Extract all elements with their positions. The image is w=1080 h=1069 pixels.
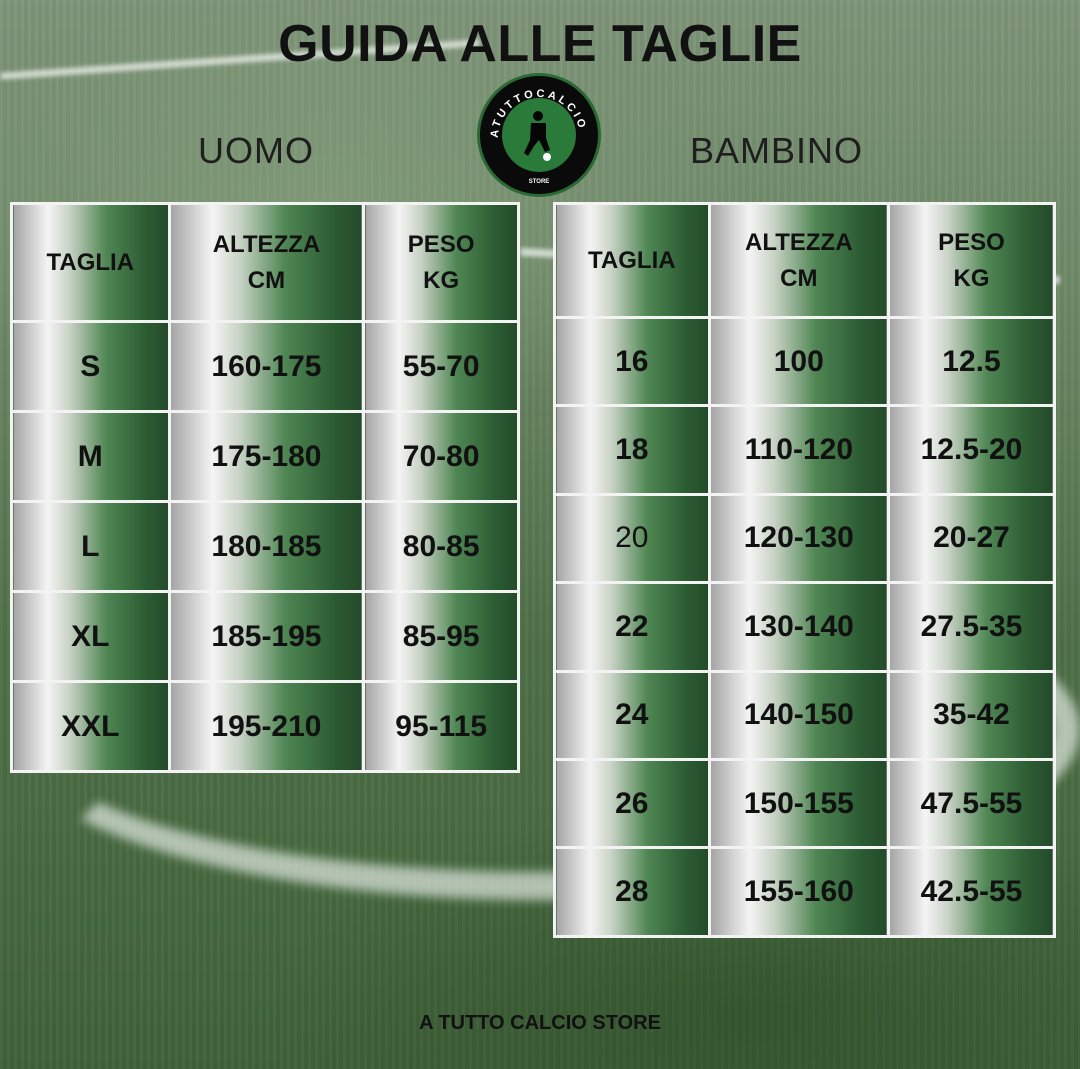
table-row: 16 100 12.5 <box>553 315 1057 408</box>
height-cell: 140-150 <box>707 669 890 761</box>
header-row: TAGLIA ALTEZZA CM PESO KG <box>553 202 1057 319</box>
height-cell: 175-180 <box>167 410 366 503</box>
table-row: XXL 195-210 95-115 <box>10 680 520 773</box>
weight-cell: 70-80 <box>362 410 520 503</box>
size-cell: 28 <box>553 846 711 938</box>
table-row: XL 185-195 85-95 <box>10 590 520 683</box>
height-cell: 120-130 <box>707 492 890 585</box>
header-text: PESO <box>938 228 1005 256</box>
bambino-label: BAMBINO <box>690 130 864 171</box>
header-text: TAGLIA <box>588 246 676 274</box>
table-row: 28 155-160 42.5-55 <box>553 846 1057 938</box>
weight-cell: 27.5-35 <box>886 581 1057 673</box>
weight-header: PESO KG <box>362 202 520 323</box>
table-row: 18 110-120 12.5-20 <box>553 404 1057 496</box>
size-header: TAGLIA <box>553 202 711 319</box>
size-cell: 16 <box>553 315 711 408</box>
table-row: L 180-185 80-85 <box>10 500 520 593</box>
weight-cell: 12.5 <box>886 315 1057 408</box>
header-text: CM <box>780 264 818 292</box>
header-text: CM <box>247 266 286 294</box>
size-cell: 20 <box>553 492 711 585</box>
height-header: ALTEZZA CM <box>167 202 366 323</box>
header-text: KG <box>953 264 990 292</box>
height-cell: 180-185 <box>167 500 366 593</box>
height-cell: 185-195 <box>167 590 366 683</box>
weight-cell: 85-95 <box>362 590 520 683</box>
weight-cell: 47.5-55 <box>886 757 1057 850</box>
weight-cell: 95-115 <box>362 680 520 773</box>
weight-header: PESO KG <box>886 202 1057 319</box>
height-cell: 110-120 <box>707 404 890 496</box>
table-row: 20 120-130 20-27 <box>553 492 1057 585</box>
height-cell: 155-160 <box>707 846 890 938</box>
size-cell: 18 <box>553 404 711 496</box>
size-cell: 24 <box>553 669 711 761</box>
header-row: TAGLIA ALTEZZA CM PESO KG <box>10 202 520 323</box>
table-row: 22 130-140 27.5-35 <box>553 581 1057 673</box>
height-header: ALTEZZA CM <box>707 202 890 319</box>
table-row: 26 150-155 47.5-55 <box>553 757 1057 850</box>
ball-icon <box>543 153 551 161</box>
weight-cell: 20-27 <box>886 492 1057 585</box>
table-row: M 175-180 70-80 <box>10 410 520 503</box>
page-title: GUIDA ALLE TAGLIE <box>278 15 802 73</box>
height-cell: 195-210 <box>167 680 366 773</box>
height-cell: 100 <box>707 315 890 408</box>
size-cell: L <box>10 500 171 593</box>
weight-cell: 42.5-55 <box>886 846 1057 938</box>
size-cell: 22 <box>553 581 711 673</box>
size-header: TAGLIA <box>10 202 171 323</box>
logo-graphic: ATUTTOCALCIO STORE <box>489 88 586 185</box>
size-cell: XXL <box>10 680 171 773</box>
header-text: KG <box>423 266 460 294</box>
size-cell: XL <box>10 590 171 683</box>
logo-text-bottom: STORE <box>529 179 550 185</box>
table-row: 24 140-150 35-42 <box>553 669 1057 761</box>
weight-cell: 12.5-20 <box>886 404 1057 496</box>
height-cell: 130-140 <box>707 581 890 673</box>
size-cell: 26 <box>553 757 711 850</box>
header-text: ALTEZZA <box>212 230 321 258</box>
header-text: TAGLIA <box>46 248 135 276</box>
header-text: ALTEZZA <box>745 228 853 256</box>
height-cell: 160-175 <box>167 320 366 413</box>
height-cell: 150-155 <box>707 757 890 850</box>
uomo-label: UOMO <box>198 130 314 171</box>
bambino-size-table: TAGLIA ALTEZZA CM PESO KG 16 100 12.5 18 110-120 1… <box>553 202 1057 938</box>
weight-cell: 35-42 <box>886 669 1057 761</box>
footer-store-name: A TUTTO CALCIO STORE <box>419 1012 661 1034</box>
player-icon <box>524 111 550 156</box>
size-cell: M <box>10 410 171 503</box>
weight-cell: 80-85 <box>362 500 520 593</box>
table-row: S 160-175 55-70 <box>10 320 520 413</box>
store-logo: ATUTTOCALCIO STORE <box>480 76 598 194</box>
header-text: PESO <box>407 230 475 258</box>
uomo-size-table: TAGLIA ALTEZZA CM PESO KG S 160-175 55-70 M 175-1… <box>10 202 520 773</box>
size-cell: S <box>10 320 171 413</box>
weight-cell: 55-70 <box>362 320 520 413</box>
